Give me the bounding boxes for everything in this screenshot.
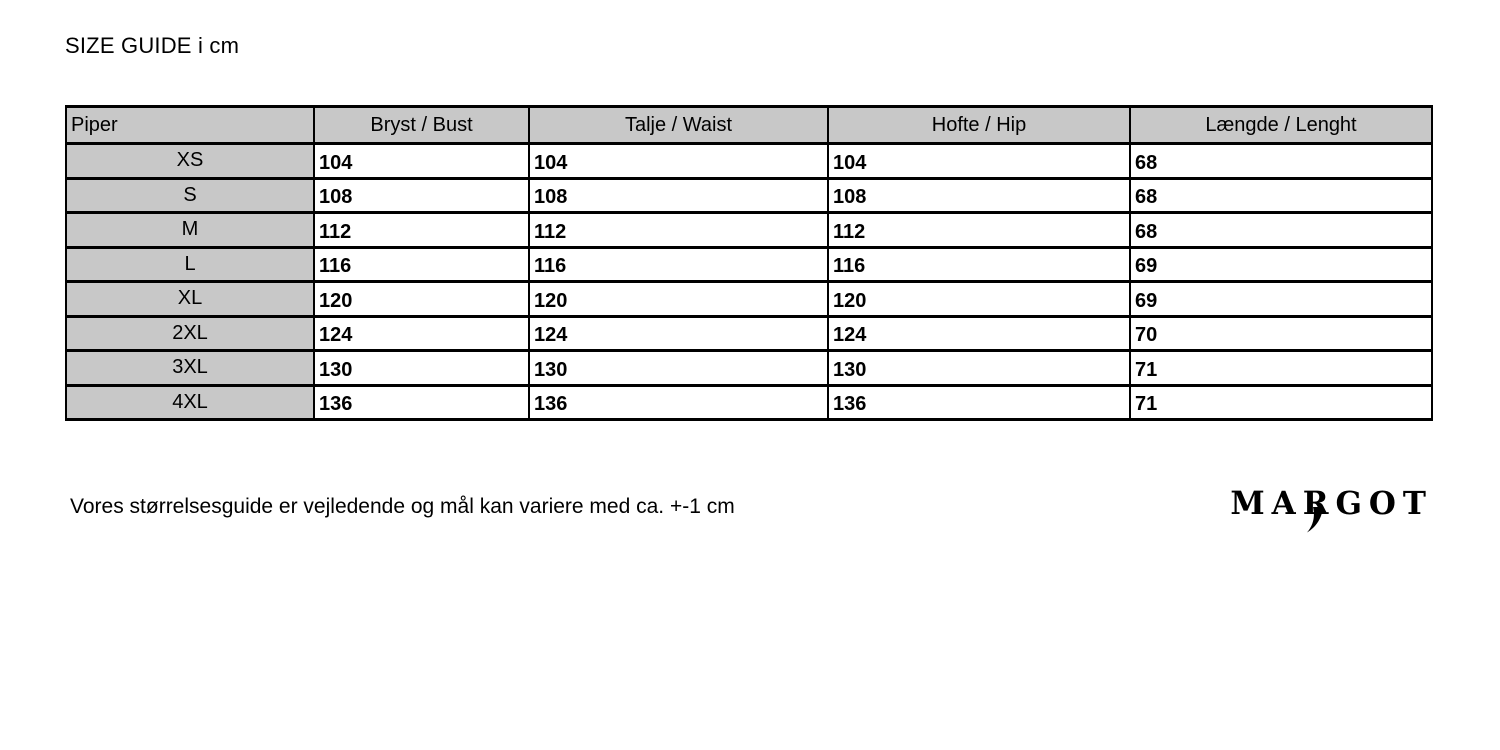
size-cell: M bbox=[65, 211, 315, 249]
disclaimer-text: Vores størrelsesguide er vejledende og m… bbox=[70, 495, 735, 518]
size-cell: XL bbox=[65, 280, 315, 318]
measurement-cell: 108 bbox=[827, 176, 1131, 214]
table-row: 3XL 130 130 130 71 bbox=[65, 349, 1433, 387]
measurement-cell: 136 bbox=[827, 383, 1131, 421]
measurement-cell: 108 bbox=[313, 176, 530, 214]
size-guide-table: Piper Bryst / Bust Talje / Waist Hofte /… bbox=[65, 105, 1433, 421]
measurement-cell: 71 bbox=[1129, 383, 1433, 421]
measurement-cell: 70 bbox=[1129, 314, 1433, 352]
measurement-cell: 68 bbox=[1129, 211, 1433, 249]
margot-logo: MAR GOT bbox=[1230, 485, 1433, 533]
measurement-cell: 120 bbox=[313, 280, 530, 318]
table-row: L 116 116 116 69 bbox=[65, 245, 1433, 283]
measurement-cell: 108 bbox=[528, 176, 829, 214]
measurement-cell: 116 bbox=[528, 245, 829, 283]
measurement-cell: 104 bbox=[827, 142, 1131, 180]
measurement-cell: 112 bbox=[313, 211, 530, 249]
measurement-cell: 68 bbox=[1129, 176, 1433, 214]
measurement-cell: 124 bbox=[528, 314, 829, 352]
size-cell: 3XL bbox=[65, 349, 315, 387]
logo-r-glyph: R bbox=[1302, 485, 1336, 523]
measurement-cell: 71 bbox=[1129, 349, 1433, 387]
column-header-bust: Bryst / Bust bbox=[313, 105, 530, 145]
column-header-waist: Talje / Waist bbox=[528, 105, 829, 145]
measurement-cell: 116 bbox=[827, 245, 1131, 283]
logo-letters-pre: MA bbox=[1230, 485, 1303, 523]
table-row: XS 104 104 104 68 bbox=[65, 142, 1433, 180]
column-header-length: Længde / Lenght bbox=[1129, 105, 1433, 145]
measurement-cell: 136 bbox=[528, 383, 829, 421]
measurement-cell: 104 bbox=[313, 142, 530, 180]
size-cell: 2XL bbox=[65, 314, 315, 352]
measurement-cell: 124 bbox=[313, 314, 530, 352]
page-title: SIZE GUIDE i cm bbox=[65, 33, 240, 58]
measurement-cell: 120 bbox=[827, 280, 1131, 318]
table-row: 4XL 136 136 136 71 bbox=[65, 383, 1433, 421]
size-cell: XS bbox=[65, 142, 315, 180]
size-cell: L bbox=[65, 245, 315, 283]
table-row: M 112 112 112 68 bbox=[65, 211, 1433, 249]
measurement-cell: 130 bbox=[528, 349, 829, 387]
table-row: S 108 108 108 68 bbox=[65, 176, 1433, 214]
logo-letters-post: GOT bbox=[1335, 485, 1433, 523]
measurement-cell: 116 bbox=[313, 245, 530, 283]
table-row: XL 120 120 120 69 bbox=[65, 280, 1433, 318]
measurement-cell: 112 bbox=[528, 211, 829, 249]
measurement-cell: 130 bbox=[313, 349, 530, 387]
column-header-hip: Hofte / Hip bbox=[827, 105, 1131, 145]
measurement-cell: 69 bbox=[1129, 280, 1433, 318]
header-row: Piper Bryst / Bust Talje / Waist Hofte /… bbox=[65, 105, 1433, 145]
size-cell: 4XL bbox=[65, 383, 315, 421]
table-row: 2XL 124 124 124 70 bbox=[65, 314, 1433, 352]
measurement-cell: 104 bbox=[528, 142, 829, 180]
measurement-cell: 112 bbox=[827, 211, 1131, 249]
measurement-cell: 69 bbox=[1129, 245, 1433, 283]
logo-letter-r: R bbox=[1302, 485, 1336, 533]
measurement-cell: 136 bbox=[313, 383, 530, 421]
size-cell: S bbox=[65, 176, 315, 214]
measurement-cell: 120 bbox=[528, 280, 829, 318]
measurement-cell: 124 bbox=[827, 314, 1131, 352]
measurement-cell: 68 bbox=[1129, 142, 1433, 180]
product-name-cell: Piper bbox=[65, 105, 315, 145]
size-table-body: XS 104 104 104 68 S 108 108 108 68 M 112 112 112 68 L 11… bbox=[65, 142, 1433, 421]
measurement-cell: 130 bbox=[827, 349, 1131, 387]
